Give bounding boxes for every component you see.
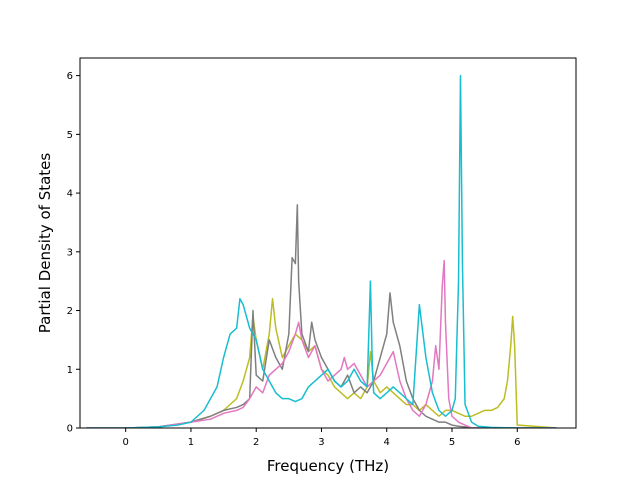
series-line-1: [86, 298, 557, 428]
x-tick-label: 4: [384, 437, 390, 448]
y-tick-label: 6: [67, 71, 73, 82]
x-tick-label: 5: [449, 437, 455, 448]
series-line-2: [86, 204, 557, 428]
y-axis: 0 1 2 3 4 5 6: [67, 71, 80, 435]
y-tick-label: 2: [67, 306, 73, 317]
series-line-4: [86, 74, 557, 428]
y-tick-label: 5: [67, 130, 73, 141]
x-tick-label: 6: [514, 437, 520, 448]
y-axis-label: Partial Density of States: [36, 153, 54, 334]
y-tick-label: 3: [67, 247, 73, 258]
x-tick-label: 2: [253, 437, 259, 448]
x-axis-label: Frequency (THz): [267, 457, 389, 475]
x-axis: 0 1 2 3 4 5 6: [122, 428, 520, 448]
y-tick-label: 1: [67, 365, 73, 376]
y-tick-label: 4: [67, 189, 73, 200]
y-tick-label: 0: [67, 424, 73, 435]
x-tick-label: 0: [122, 437, 128, 448]
series-layer: [86, 74, 557, 428]
x-tick-label: 3: [318, 437, 324, 448]
series-line-3: [86, 259, 557, 428]
plot-frame: [79, 57, 577, 429]
x-tick-label: 1: [188, 437, 194, 448]
